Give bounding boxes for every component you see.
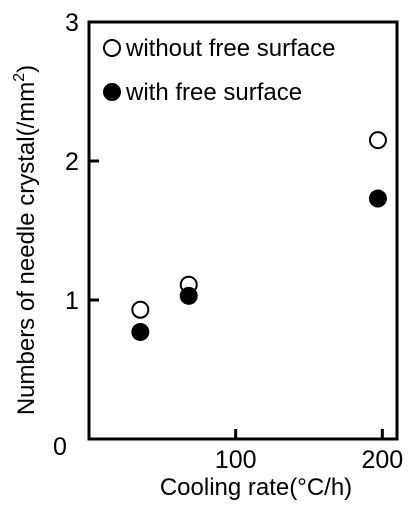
- legend: without free surface with free surface: [103, 35, 335, 106]
- y-axis-title-superscript: 2: [11, 73, 28, 82]
- x-tick-label: 100: [215, 446, 257, 474]
- point-with-free-surface: [131, 322, 150, 341]
- legend-label-without-free-surface: without free surface: [125, 35, 335, 62]
- legend-marker-filled: [103, 83, 121, 101]
- legend-label-with-free-surface: with free surface: [125, 79, 302, 106]
- y-tick-label: 3: [65, 9, 79, 37]
- y-tick-label: 1: [65, 287, 79, 315]
- x-ticks: 100 200: [215, 429, 403, 474]
- y-axis-title-tail: ): [13, 65, 40, 73]
- origin-tick-label: 0: [53, 433, 67, 461]
- x-axis-title: Cooling rate(°C/h): [160, 474, 352, 501]
- legend-marker-open: [103, 39, 121, 57]
- x-tick-label: 200: [361, 446, 403, 474]
- y-ticks: 1 2 3: [65, 9, 99, 315]
- point-with-free-surface: [179, 286, 198, 305]
- point-with-free-surface: [368, 189, 387, 208]
- point-without-free-surface: [368, 131, 387, 150]
- point-without-free-surface: [131, 300, 150, 319]
- y-axis-title-main: Numbers of needle crystal(/mm: [13, 82, 40, 415]
- data-points: [131, 131, 387, 341]
- plot-frame: [87, 20, 399, 441]
- y-tick-label: 2: [65, 148, 79, 176]
- y-axis-title: Numbers of needle crystal(/mm2): [11, 65, 40, 415]
